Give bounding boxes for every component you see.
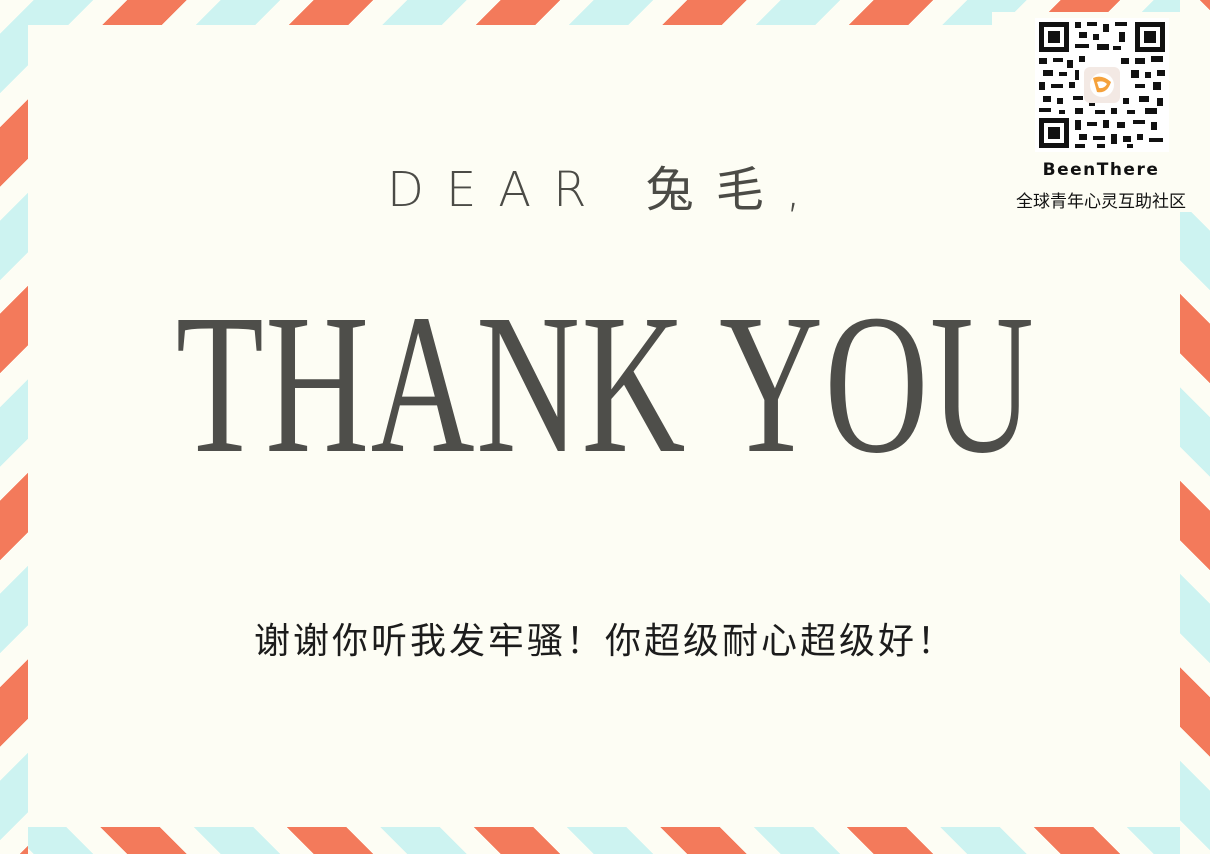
- thank-you-message: 谢谢你听我发牢骚！你超级耐心超级好！: [253, 621, 956, 662]
- brand-name: BeenThere: [1042, 160, 1160, 180]
- greeting: DEAR 兔毛,: [387, 162, 823, 218]
- qr-code-graphic: [1035, 18, 1169, 152]
- qr-panel: BeenThere 全球青年心灵互助社区: [992, 12, 1210, 212]
- airmail-border-left: [0, 0, 28, 854]
- brand-slogan: 全球青年心灵互助社区: [1016, 192, 1186, 212]
- headline: THANK YOU: [175, 274, 1036, 495]
- qr-code[interactable]: [1035, 18, 1169, 152]
- airmail-border-bottom: [0, 827, 1210, 854]
